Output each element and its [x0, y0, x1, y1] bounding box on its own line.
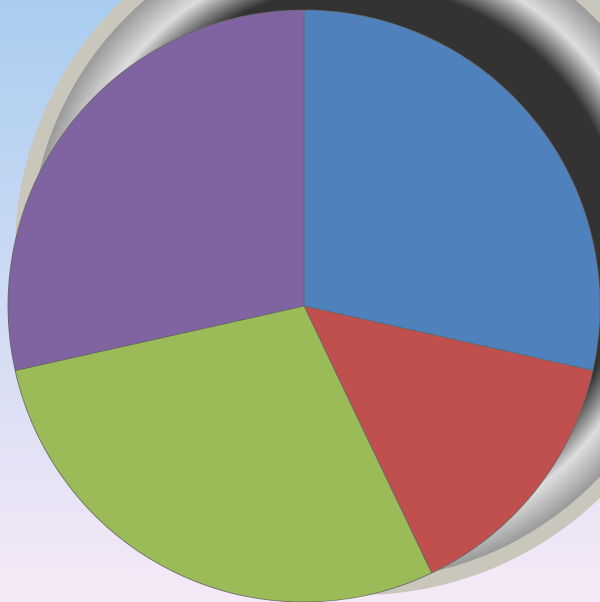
pie-slice [14, 305, 433, 602]
pie-slice [303, 305, 594, 574]
pie-slice [7, 9, 305, 372]
